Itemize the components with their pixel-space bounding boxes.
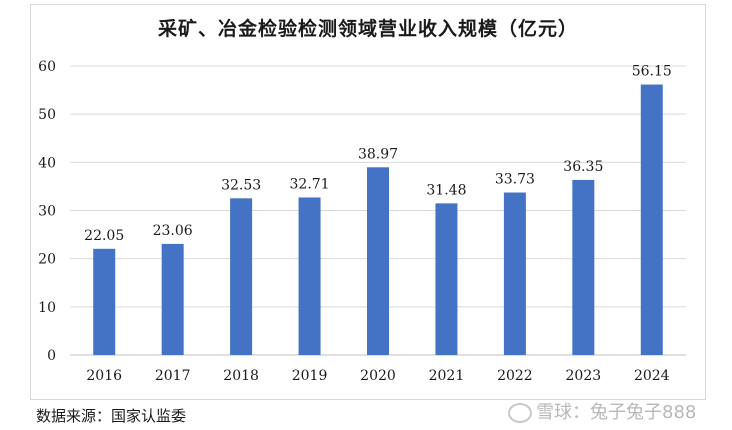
data-label: 56.15: [632, 64, 672, 80]
data-label: 23.06: [153, 223, 193, 239]
data-label: 32.71: [290, 176, 330, 192]
data-label: 38.97: [358, 146, 398, 162]
data-label: 36.35: [563, 159, 603, 175]
bar: [93, 248, 116, 355]
bar: [640, 84, 663, 356]
y-tick-label: 40: [38, 155, 56, 171]
y-tick-label: 20: [38, 252, 56, 268]
x-tick-label: 2016: [86, 368, 122, 384]
bar: [367, 167, 389, 355]
data-label: 22.05: [84, 228, 124, 244]
y-tick-label: 50: [38, 107, 56, 123]
x-tick-label: 2017: [155, 368, 191, 384]
chart-title: 采矿、冶金检验检测领域营业收入规模（亿元）: [157, 18, 578, 40]
data-label: 31.48: [426, 182, 466, 198]
bar: [572, 179, 595, 355]
y-axis-tick-labels: 0 10 20 30 40 50 60: [38, 59, 56, 364]
x-tick-label: 2022: [497, 368, 533, 384]
bar: [161, 243, 184, 355]
y-tick-label: 10: [38, 300, 56, 316]
x-axis-tick-labels: 2016 2017 2018 2019 2020 2021 2022 2023 2024: [86, 368, 669, 384]
x-tick-label: 2023: [566, 368, 602, 384]
x-tick-label: 2018: [223, 368, 259, 384]
y-tick-label: 30: [38, 204, 56, 220]
snowball-logo-icon: [508, 403, 532, 423]
data-label: 33.73: [495, 172, 535, 188]
bar: [298, 197, 321, 355]
y-tick-label: 60: [38, 59, 56, 75]
y-tick-label: 0: [47, 348, 56, 364]
bars: [93, 84, 663, 356]
bar: [435, 203, 458, 355]
watermark-text: 雪球：兔子兔子888: [536, 402, 697, 423]
x-tick-label: 2019: [292, 368, 328, 384]
x-tick-label: 2021: [429, 368, 465, 384]
x-tick-label: 2024: [634, 368, 670, 384]
bar: [503, 192, 526, 355]
data-label: 32.53: [221, 177, 261, 193]
bar: [230, 198, 253, 355]
data-source-note: 数据来源：国家认监委: [36, 407, 187, 425]
value-labels: 22.05 23.06 32.53 32.71 38.97 31.48 33.73 36.35…: [84, 64, 672, 244]
x-tick-label: 2020: [360, 368, 396, 384]
watermark: 雪球：兔子兔子888: [508, 398, 696, 424]
